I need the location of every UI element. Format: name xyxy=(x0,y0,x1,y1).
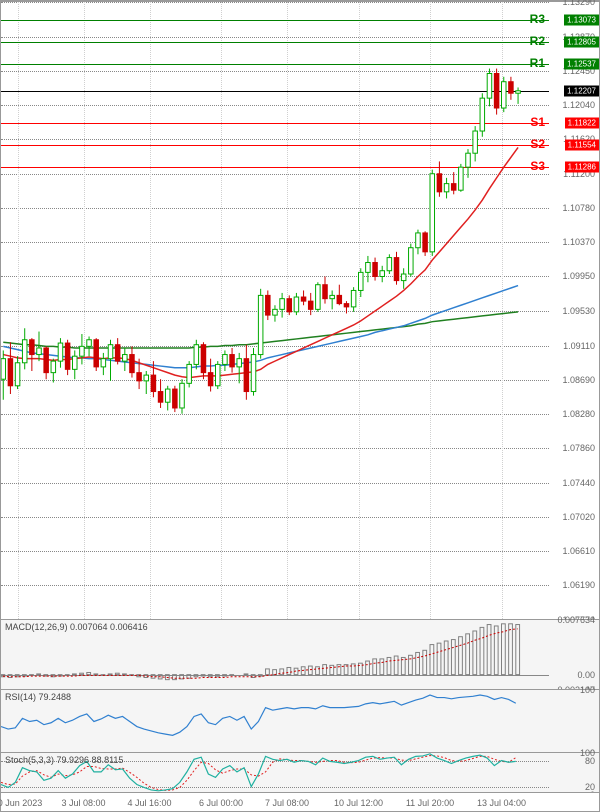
rsi-title: RSI(14) 79.2488 xyxy=(5,692,71,702)
rsi-plot[interactable] xyxy=(1,690,549,752)
stoch-panel: Stoch(5,3,3) 79.9296 88.8115 02080100 xyxy=(1,752,599,794)
macd-yaxis: 0.0076340.00-0.002147 xyxy=(549,620,599,689)
stoch-title: Stoch(5,3,3) 79.9296 88.8115 xyxy=(5,755,123,765)
rsi-panel: RSI(14) 79.2488 0100 xyxy=(1,689,599,752)
stoch-yaxis: 02080100 xyxy=(549,753,599,794)
chart-container: 1.132901.128701.124501.120401.116201.112… xyxy=(0,0,600,812)
price-panel: 1.132901.128701.124501.120401.116201.112… xyxy=(1,1,599,619)
macd-title: MACD(12,26,9) 0.007064 0.006416 xyxy=(5,622,148,632)
price-plot[interactable] xyxy=(1,2,549,619)
macd-panel: MACD(12,26,9) 0.007064 0.006416 0.007634… xyxy=(1,619,599,689)
price-yaxis: 1.132901.128701.124501.120401.116201.112… xyxy=(549,2,599,619)
rsi-yaxis: 0100 xyxy=(549,690,599,752)
x-axis: 30 Jun 20233 Jul 08:004 Jul 16:006 Jul 0… xyxy=(1,792,599,811)
